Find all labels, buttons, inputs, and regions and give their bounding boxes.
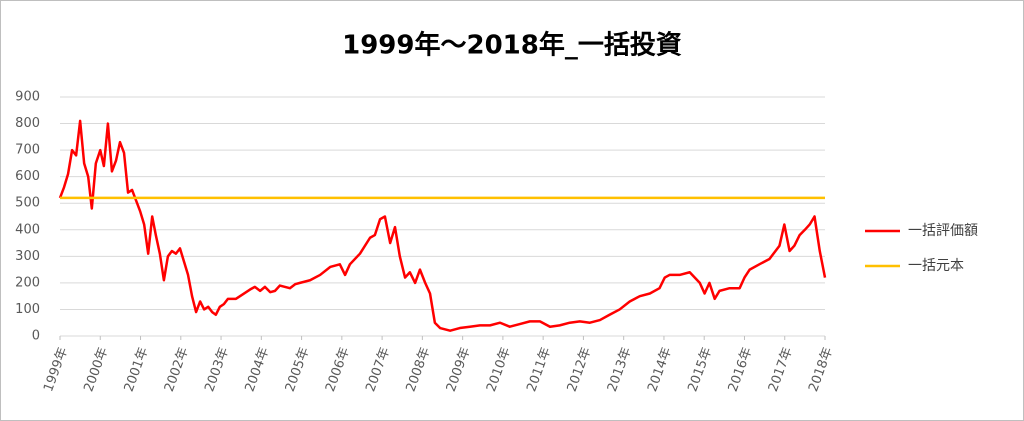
legend-label: 一括元本 (908, 258, 964, 274)
y-tick-label: 600 (15, 169, 40, 184)
y-tick-label: 0 (32, 329, 40, 344)
y-tick-label: 100 (15, 302, 40, 317)
y-tick-label: 400 (15, 222, 40, 237)
y-tick-label: 900 (15, 90, 40, 105)
legend-label: 一括評価額 (908, 223, 978, 239)
chart-title: 1999年～2018年_一括投資 (342, 30, 682, 61)
y-tick-label: 500 (15, 196, 40, 211)
y-tick-label: 200 (15, 275, 40, 290)
y-tick-label: 800 (15, 116, 40, 131)
y-tick-label: 700 (15, 143, 40, 158)
series-line (58, 119, 827, 332)
y-tick-label: 300 (15, 249, 40, 264)
